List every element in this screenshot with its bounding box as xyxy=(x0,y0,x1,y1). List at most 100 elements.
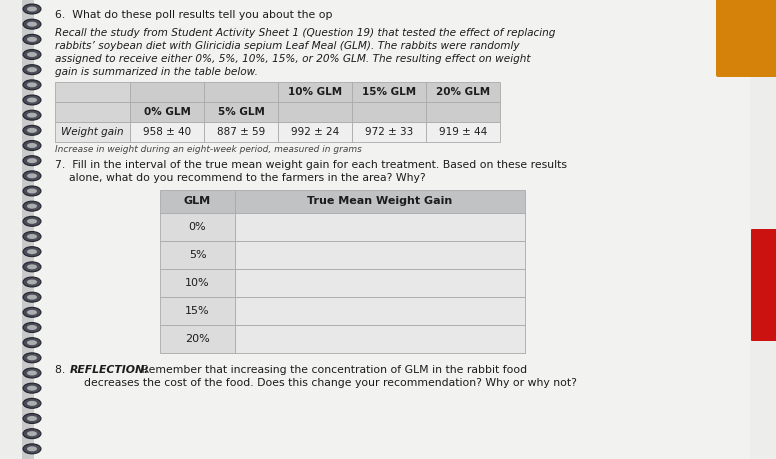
Text: GLM: GLM xyxy=(184,196,211,207)
Bar xyxy=(160,297,235,325)
Bar xyxy=(160,325,235,353)
Ellipse shape xyxy=(27,431,37,436)
Ellipse shape xyxy=(23,444,41,454)
Ellipse shape xyxy=(27,249,37,254)
Text: rabbits’ soybean diet with Gliricidia sepium Leaf Meal (GLM). The rabbits were r: rabbits’ soybean diet with Gliricidia se… xyxy=(55,41,520,51)
Ellipse shape xyxy=(27,234,37,239)
Ellipse shape xyxy=(27,204,37,209)
Ellipse shape xyxy=(23,368,41,378)
Text: 5% GLM: 5% GLM xyxy=(217,107,265,117)
Bar xyxy=(278,82,352,102)
Text: 10%: 10% xyxy=(185,278,210,288)
Bar xyxy=(130,102,204,122)
Ellipse shape xyxy=(27,264,37,269)
Text: Weight gain: Weight gain xyxy=(61,127,124,137)
Ellipse shape xyxy=(23,308,41,317)
Bar xyxy=(160,190,235,213)
Ellipse shape xyxy=(27,280,37,285)
Ellipse shape xyxy=(27,143,37,148)
Ellipse shape xyxy=(23,429,41,439)
Text: gain is summarized in the table below.: gain is summarized in the table below. xyxy=(55,67,258,77)
Ellipse shape xyxy=(23,110,41,120)
Ellipse shape xyxy=(27,310,37,315)
Ellipse shape xyxy=(23,216,41,226)
Text: 6.  What do these poll results tell you about the op: 6. What do these poll results tell you a… xyxy=(55,10,332,20)
Text: decreases the cost of the food. Does this change your recommendation? Why or why: decreases the cost of the food. Does thi… xyxy=(70,378,577,388)
FancyBboxPatch shape xyxy=(716,0,776,77)
Bar xyxy=(22,0,34,459)
Bar xyxy=(352,102,426,122)
Ellipse shape xyxy=(23,65,41,75)
Bar xyxy=(55,82,130,102)
Bar xyxy=(278,102,352,122)
Ellipse shape xyxy=(27,82,37,87)
Ellipse shape xyxy=(27,370,37,375)
Bar xyxy=(352,122,426,142)
Ellipse shape xyxy=(27,22,37,27)
Ellipse shape xyxy=(27,295,37,300)
Ellipse shape xyxy=(23,398,41,409)
Ellipse shape xyxy=(27,37,37,42)
Bar xyxy=(235,269,525,297)
Ellipse shape xyxy=(23,201,41,211)
Ellipse shape xyxy=(23,383,41,393)
Ellipse shape xyxy=(27,158,37,163)
Text: 992 ± 24: 992 ± 24 xyxy=(291,127,339,137)
Text: 7.  Fill in the interval of the true mean weight gain for each treatment. Based : 7. Fill in the interval of the true mean… xyxy=(55,160,567,170)
Bar xyxy=(235,325,525,353)
Ellipse shape xyxy=(23,50,41,60)
Text: REFLECTION:: REFLECTION: xyxy=(70,365,150,375)
Ellipse shape xyxy=(23,338,41,347)
Text: Increase in weight during an eight-week period, measured in grams: Increase in weight during an eight-week … xyxy=(55,145,362,154)
Bar xyxy=(204,122,278,142)
Ellipse shape xyxy=(27,355,37,360)
Bar xyxy=(278,122,352,142)
Text: 20%: 20% xyxy=(185,334,210,344)
Bar xyxy=(426,122,500,142)
Bar xyxy=(235,213,525,241)
Ellipse shape xyxy=(27,446,37,451)
Bar xyxy=(160,241,235,269)
Bar xyxy=(235,297,525,325)
Ellipse shape xyxy=(27,189,37,194)
Bar xyxy=(160,269,235,297)
Ellipse shape xyxy=(23,323,41,332)
Ellipse shape xyxy=(23,171,41,181)
Ellipse shape xyxy=(23,140,41,151)
Ellipse shape xyxy=(27,325,37,330)
Ellipse shape xyxy=(27,52,37,57)
Ellipse shape xyxy=(23,262,41,272)
Text: 8.: 8. xyxy=(55,365,72,375)
Text: 15% GLM: 15% GLM xyxy=(362,87,416,97)
Text: 972 ± 33: 972 ± 33 xyxy=(365,127,413,137)
Ellipse shape xyxy=(27,401,37,406)
Bar xyxy=(235,190,525,213)
Ellipse shape xyxy=(23,80,41,90)
Text: 0% GLM: 0% GLM xyxy=(144,107,190,117)
Ellipse shape xyxy=(23,95,41,105)
Ellipse shape xyxy=(23,277,41,287)
Ellipse shape xyxy=(23,125,41,135)
Ellipse shape xyxy=(27,6,37,11)
Ellipse shape xyxy=(23,4,41,14)
Ellipse shape xyxy=(27,97,37,102)
Ellipse shape xyxy=(23,19,41,29)
Ellipse shape xyxy=(27,219,37,224)
Bar xyxy=(55,102,130,122)
Text: 919 ± 44: 919 ± 44 xyxy=(439,127,487,137)
Text: 958 ± 40: 958 ± 40 xyxy=(143,127,191,137)
Ellipse shape xyxy=(23,353,41,363)
Text: Remember that increasing the concentration of GLM in the rabbit food: Remember that increasing the concentrati… xyxy=(138,365,527,375)
Ellipse shape xyxy=(27,67,37,72)
Bar xyxy=(130,122,204,142)
Ellipse shape xyxy=(27,112,37,118)
Text: 15%: 15% xyxy=(185,306,210,316)
Ellipse shape xyxy=(23,231,41,241)
Text: assigned to receive either 0%, 5%, 10%, 15%, or 20% GLM. The resulting effect on: assigned to receive either 0%, 5%, 10%, … xyxy=(55,54,531,64)
Text: 5%: 5% xyxy=(189,250,206,260)
Text: True Mean Weight Gain: True Mean Weight Gain xyxy=(307,196,452,207)
Bar xyxy=(204,102,278,122)
Ellipse shape xyxy=(23,156,41,166)
Ellipse shape xyxy=(23,186,41,196)
Ellipse shape xyxy=(23,246,41,257)
